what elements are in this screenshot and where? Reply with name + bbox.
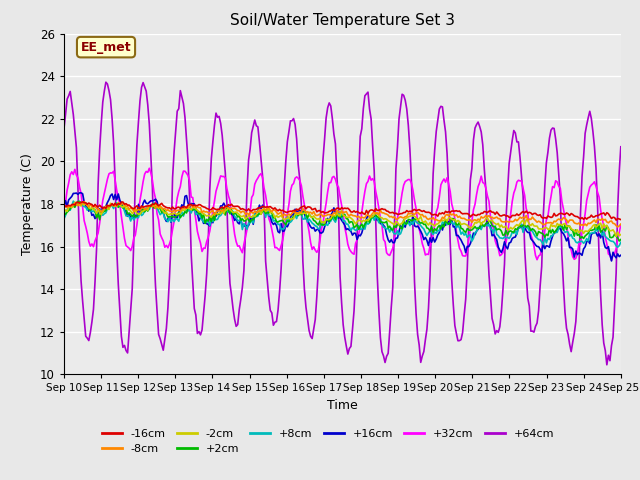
X-axis label: Time: Time [327,399,358,412]
Legend: -16cm, -8cm, -2cm, +2cm, +8cm, +16cm, +32cm, +64cm: -16cm, -8cm, -2cm, +2cm, +8cm, +16cm, +3… [97,424,559,459]
Text: EE_met: EE_met [81,41,131,54]
Title: Soil/Water Temperature Set 3: Soil/Water Temperature Set 3 [230,13,455,28]
Y-axis label: Temperature (C): Temperature (C) [21,153,35,255]
